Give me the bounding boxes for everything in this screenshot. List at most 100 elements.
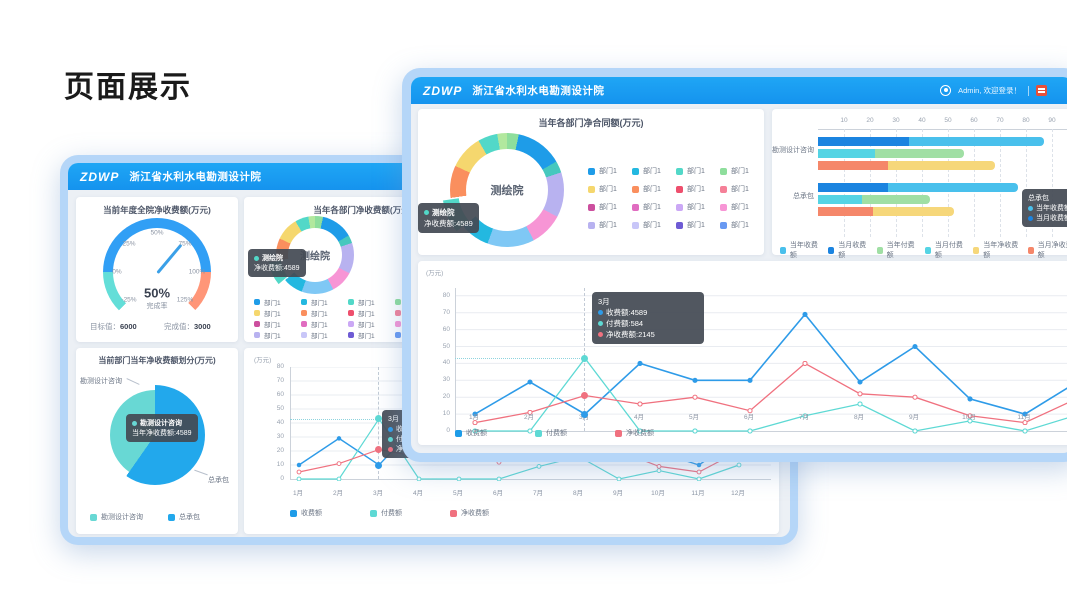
bar-row[interactable] [818, 161, 995, 170]
legend-item[interactable]: 部门1 [588, 184, 617, 194]
back-donut-panel: 当年各部门净合同额(万元) 测绘院 测绘院 净收费额:4589 部门1 部门1 … [418, 109, 764, 255]
legend-fufei[interactable]: 付费额 [370, 508, 402, 518]
y-tick: 30 [276, 433, 284, 440]
legend-item[interactable]: 部门1 [254, 308, 281, 318]
legend-item[interactable]: 部门1 [632, 184, 661, 194]
legend-jingshoufei[interactable]: 净收费额 [450, 508, 489, 518]
x-tick: 3月 [372, 490, 384, 497]
legend-item[interactable]: 部门1 [676, 220, 705, 230]
legend-item[interactable]: 部门1 [676, 166, 705, 176]
x-tick: 2月 [523, 414, 535, 421]
pie-panel-title: 当前部门当年净收费额划分(万元) [98, 356, 216, 365]
x-tick: 10 [840, 117, 848, 124]
user-greeting[interactable]: Admin, 欢迎登录！ [958, 86, 1021, 95]
legend-item[interactable]: 部门1 [301, 319, 328, 329]
legend-item[interactable]: 当月收费额 [828, 240, 867, 260]
bar-row[interactable] [818, 149, 964, 158]
pie-legend-a[interactable]: 勘测设计咨询 [90, 512, 143, 522]
highlight-point-jingshoufei [580, 392, 588, 399]
line-plot-area[interactable] [455, 288, 1067, 434]
legend-item[interactable]: 当年净收费额 [973, 240, 1018, 260]
legend-item[interactable]: 部门1 [254, 330, 281, 340]
pie-tooltip-value: 当年净收费额:4589 [132, 430, 192, 437]
donut-tooltip-name: 测绘院 [262, 255, 283, 262]
legend-shoufei[interactable]: 收费额 [290, 508, 322, 518]
x-tick: 10月 [651, 490, 665, 497]
legend-jingshoufei[interactable]: 净收费额 [615, 428, 654, 438]
legend-item[interactable]: 部门1 [301, 297, 328, 307]
highlight-point-jingshoufei [374, 446, 382, 454]
x-tick: 11月 [1017, 414, 1031, 421]
legend-item[interactable]: 部门1 [348, 330, 375, 340]
legend-item[interactable]: 部门1 [301, 308, 328, 318]
bar-row[interactable] [818, 137, 1044, 146]
target-label: 目标值： [90, 322, 120, 331]
pie-label-b: 总承包 [208, 477, 229, 484]
highlight-point-shoufei [580, 410, 588, 418]
x-tick: 40 [918, 117, 926, 124]
donut-tooltip-name: 测绘院 [432, 208, 455, 217]
legend-fufei[interactable]: 付费额 [535, 428, 567, 438]
y-tick: 40 [442, 359, 450, 367]
legend-shoufei[interactable]: 收费额 [455, 428, 487, 438]
legend-item[interactable]: 部门1 [632, 220, 661, 230]
hover-hline [455, 358, 584, 360]
logout-icon[interactable] [1036, 85, 1047, 96]
legend-item[interactable]: 部门1 [301, 330, 328, 340]
donut-tooltip-value: 净收费额:4589 [424, 219, 473, 228]
pie-chart[interactable]: 勘测设计咨询 总承包 勘测设计咨询 当年净收费额:4589 勘测设计咨询 总承包 [76, 348, 238, 534]
x-tick: 9月 [908, 414, 920, 421]
legend-item[interactable]: 部门1 [588, 166, 617, 176]
legend-item[interactable]: 部门1 [348, 319, 375, 329]
target-value: 6000 [120, 322, 137, 331]
legend-item[interactable]: 部门1 [588, 202, 617, 212]
pie-legend-b[interactable]: 总承包 [168, 512, 200, 522]
back-line-panel: (万元) 80 70 60 50 40 30 20 10 0 [418, 261, 1067, 445]
y-tick: 50 [442, 342, 450, 350]
legend-item[interactable]: 当年付费额 [876, 240, 916, 260]
legend-item[interactable]: 当月净收费额 [1027, 240, 1067, 260]
legend-item[interactable]: 部门1 [720, 202, 749, 212]
legend-item[interactable]: 部门1 [720, 220, 749, 230]
bar-row[interactable] [818, 207, 954, 216]
bar-panel: 10 20 30 40 50 60 70 80 90 勘测设计咨询 总承包 总承… [772, 109, 1067, 259]
legend-item[interactable]: 部门1 [676, 184, 705, 194]
gauge-value: 50% [143, 285, 171, 301]
x-tick: 30 [892, 117, 900, 124]
legend-item[interactable]: 部门1 [632, 202, 661, 212]
gauge-panel: 当前年度全院净收费额(万元) -25% 0% 25% 50% 75% 100% … [76, 197, 238, 342]
bar-row[interactable] [818, 195, 930, 204]
bar-row[interactable] [818, 183, 1018, 192]
x-tick: 4月 [412, 490, 424, 497]
legend-item[interactable]: 部门1 [348, 308, 375, 318]
legend-item[interactable]: 部门1 [348, 297, 375, 307]
y-tick: 40 [276, 419, 284, 426]
x-tick: 90 [1048, 117, 1056, 124]
legend-item[interactable]: 部门1 [676, 202, 705, 212]
legend-item[interactable]: 当月付费额 [925, 240, 964, 260]
gauge-caption: 完成率 [146, 303, 168, 310]
x-tick: 5月 [452, 490, 464, 497]
legend-item[interactable]: 部门1 [588, 220, 617, 230]
gauge-chart[interactable]: -25% 0% 25% 50% 75% 100% 125% 50% 完成率 目标… [76, 197, 238, 342]
bar-legend: 当年收费额 当月收费额 当年付费额 当月付费额 当年净收费额 当月净收费额 [780, 240, 1067, 260]
back-line-tooltip: 3月 收费额:4589 付费额:584 净收费额:2145 [592, 292, 704, 344]
hover-hline [290, 418, 378, 420]
gauge-tick: -25% [121, 296, 137, 304]
legend-item[interactable]: 当年收费额 [780, 240, 819, 260]
x-tick: 60 [970, 117, 978, 124]
legend-item[interactable]: 部门1 [254, 297, 281, 307]
gauge-tick: 25% [122, 240, 136, 248]
legend-item[interactable]: 部门1 [720, 166, 749, 176]
back-donut-chart[interactable]: 测绘院 测绘院 净收费额:4589 部门1 部门1 部门1 部门1 部门1 部门… [418, 109, 764, 255]
legend-item[interactable]: 部门1 [720, 184, 749, 194]
x-tick: 11月 [691, 490, 705, 497]
legend-item[interactable]: 部门1 [632, 166, 661, 176]
x-tick: 20 [866, 117, 874, 124]
user-icon [940, 85, 952, 96]
dashboard-body: 当年各部门净合同额(万元) 测绘院 测绘院 净收费额:4589 部门1 部门1 … [411, 104, 1067, 453]
app-header: ZDWP 浙江省水利水电勘测设计院 Admin, 欢迎登录！ [411, 77, 1067, 104]
legend-item[interactable]: 部门1 [254, 319, 281, 329]
x-tick: 7月 [798, 414, 810, 421]
y-tick: 50 [276, 405, 284, 412]
